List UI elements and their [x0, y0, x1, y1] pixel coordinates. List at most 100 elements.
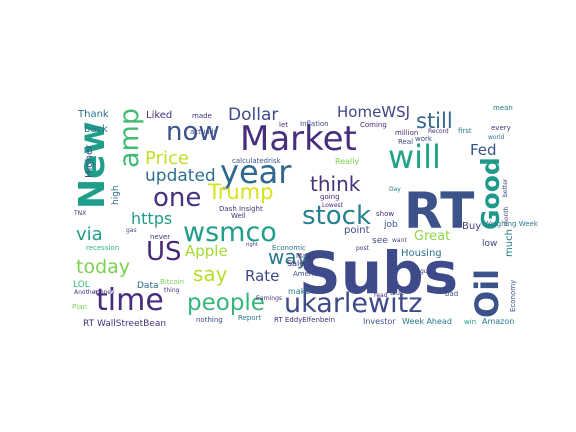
word: high: [111, 185, 121, 205]
word: updated: [145, 166, 216, 186]
word: May: [296, 252, 310, 260]
word: Report: [238, 314, 261, 322]
word: first: [458, 127, 472, 135]
word: Day: [389, 186, 401, 193]
word: ukarlewitz: [284, 288, 422, 319]
word: Trump: [207, 180, 273, 204]
word: Earnings: [256, 295, 282, 302]
word: RT EddyElfenbein: [274, 316, 335, 324]
word: will: [388, 138, 441, 176]
word: month: [503, 206, 510, 226]
word: Oil: [468, 269, 506, 318]
word: still: [416, 109, 453, 133]
word: Liked: [146, 110, 172, 121]
word: Good: [476, 157, 505, 230]
word: back: [84, 124, 108, 135]
word: Thank: [77, 109, 109, 120]
word: think: [310, 172, 361, 196]
word: Buy: [462, 221, 481, 232]
word: Data: [137, 281, 159, 291]
word: work: [415, 135, 433, 143]
word: Sale: [287, 259, 304, 268]
word: RT: [404, 182, 474, 240]
word: America: [293, 270, 322, 278]
word: low: [482, 239, 497, 249]
word: Real: [398, 138, 413, 146]
word: Really: [335, 157, 359, 166]
word: Plan: [72, 303, 87, 311]
word: Economic: [272, 244, 306, 252]
word: Housing: [401, 248, 442, 259]
word: Week Ahead: [402, 317, 452, 326]
word: Economy: [509, 280, 517, 312]
word: job: [383, 220, 398, 230]
word: Fed: [470, 141, 497, 159]
word: Coming: [360, 121, 387, 129]
word: time: [96, 283, 164, 318]
word: better: [502, 178, 509, 197]
word: Investor: [363, 317, 396, 326]
word: million: [395, 129, 418, 137]
word: let: [279, 121, 288, 129]
word: see: [372, 236, 388, 246]
word: Rate: [245, 267, 279, 285]
word: make: [288, 287, 310, 296]
word: Dash Insight: [219, 205, 263, 213]
word: nothing: [196, 316, 223, 324]
word: amp: [114, 108, 145, 168]
word: Weighing Week: [484, 220, 539, 228]
word: bad: [445, 290, 458, 298]
word: Lowest: [322, 202, 344, 209]
word: every: [491, 124, 511, 132]
word: point: [344, 225, 370, 236]
word: Well: [231, 212, 246, 220]
word: Amazon: [482, 317, 514, 326]
word: way: [268, 245, 309, 269]
word: New: [72, 121, 113, 209]
word: mean: [493, 104, 513, 112]
word: read: [374, 292, 388, 299]
word: Great: [414, 229, 450, 244]
word: Price: [145, 148, 189, 169]
word: via: [76, 224, 103, 245]
word: much: [504, 229, 515, 257]
word: Dollar: [228, 105, 278, 125]
word: show: [376, 210, 394, 218]
word: recession: [86, 244, 119, 252]
word: right: [246, 242, 258, 248]
word: Another: [74, 289, 98, 296]
word: wsmco: [183, 217, 277, 248]
word: Apple: [185, 242, 228, 260]
word: TNX: [73, 210, 86, 217]
word: HomeWSJ: [337, 103, 410, 121]
word: Subs: [299, 239, 458, 307]
word: LOL: [73, 280, 90, 290]
word: RT WallStreetBean: [83, 319, 166, 329]
word: win: [464, 318, 476, 326]
word: going: [320, 193, 340, 201]
word: gas: [126, 227, 137, 234]
word: Market: [240, 119, 357, 159]
word: never: [150, 233, 170, 241]
word: want: [392, 237, 407, 244]
word: Inflation: [300, 120, 329, 128]
word: say: [193, 262, 228, 286]
word: Higher: [84, 144, 95, 178]
word: calculatedrisk: [232, 157, 282, 165]
word: Bitcoin: [160, 278, 184, 286]
word: guy: [420, 268, 432, 275]
word: https: [131, 209, 172, 228]
word: one: [153, 183, 201, 213]
word: today: [76, 256, 130, 278]
word: people: [187, 290, 265, 316]
word: thing: [164, 287, 180, 294]
word: US: [146, 237, 182, 267]
word: post: [356, 245, 370, 252]
word: year: [220, 153, 292, 191]
word: now: [166, 117, 220, 147]
word: Record: [428, 128, 449, 135]
word: made: [192, 112, 212, 120]
